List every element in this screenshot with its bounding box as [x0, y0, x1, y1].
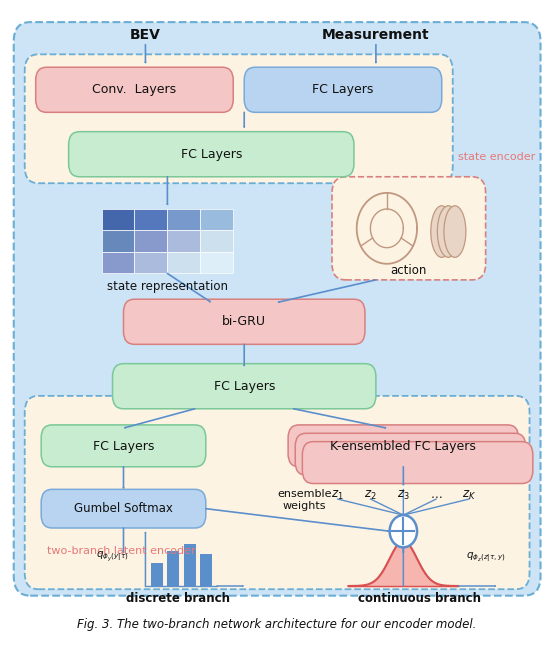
Bar [134, 252, 167, 274]
Text: action: action [391, 264, 427, 277]
Bar [167, 209, 200, 231]
Text: state encoder: state encoder [458, 153, 536, 162]
FancyBboxPatch shape [69, 132, 354, 177]
Ellipse shape [431, 206, 453, 257]
Bar [167, 551, 180, 586]
Bar [102, 252, 134, 274]
Bar [200, 231, 233, 252]
FancyBboxPatch shape [41, 425, 206, 467]
Text: discrete branch: discrete branch [126, 592, 230, 605]
Text: $z_1$: $z_1$ [331, 489, 344, 502]
Text: $q_{\phi_z(z|\tau,y)}$: $q_{\phi_z(z|\tau,y)}$ [466, 550, 506, 564]
Text: $\cdots$: $\cdots$ [430, 489, 442, 502]
Circle shape [389, 515, 417, 547]
Text: $z_3$: $z_3$ [397, 489, 410, 502]
Bar [200, 209, 233, 231]
Text: Gumbel Softmax: Gumbel Softmax [74, 502, 173, 515]
FancyBboxPatch shape [41, 489, 206, 528]
Bar [200, 252, 233, 274]
FancyBboxPatch shape [36, 67, 233, 112]
Text: $q_{\phi_y(y|\tau)}$: $q_{\phi_y(y|\tau)}$ [96, 550, 129, 564]
FancyBboxPatch shape [14, 22, 541, 595]
FancyBboxPatch shape [25, 55, 453, 183]
FancyBboxPatch shape [332, 177, 485, 280]
Ellipse shape [444, 206, 466, 257]
Text: FC Layers: FC Layers [214, 380, 275, 393]
Text: FC Layers: FC Layers [312, 83, 374, 96]
Bar [134, 209, 167, 231]
Bar [200, 554, 213, 586]
Ellipse shape [437, 206, 459, 257]
Text: Conv.  Layers: Conv. Layers [93, 83, 176, 96]
Bar [167, 231, 200, 252]
FancyBboxPatch shape [113, 363, 376, 409]
FancyBboxPatch shape [302, 441, 533, 484]
Text: FC Layers: FC Layers [181, 148, 242, 161]
FancyBboxPatch shape [295, 434, 526, 475]
Text: K-ensembled FC Layers: K-ensembled FC Layers [330, 439, 477, 452]
FancyBboxPatch shape [288, 425, 518, 467]
Text: $z_K$: $z_K$ [462, 489, 477, 502]
Bar [151, 564, 163, 586]
Text: bi-GRU: bi-GRU [222, 315, 266, 328]
FancyBboxPatch shape [244, 67, 442, 112]
Text: state representation: state representation [107, 280, 228, 293]
Text: Fig. 3. The two-branch network architecture for our encoder model.: Fig. 3. The two-branch network architect… [78, 618, 477, 631]
Bar [167, 252, 200, 274]
Bar [102, 231, 134, 252]
Text: continuous branch: continuous branch [358, 592, 482, 605]
Text: BEV: BEV [130, 28, 161, 42]
Text: $z_2$: $z_2$ [364, 489, 377, 502]
Text: two-branch latent encoder: two-branch latent encoder [47, 545, 195, 556]
Text: ensemble
weights: ensemble weights [277, 489, 332, 511]
Bar [184, 544, 196, 586]
Text: Measurement: Measurement [322, 28, 430, 42]
Bar [102, 209, 134, 231]
Text: FC Layers: FC Layers [93, 439, 154, 452]
Bar [134, 231, 167, 252]
FancyBboxPatch shape [25, 396, 530, 589]
FancyBboxPatch shape [123, 299, 365, 344]
